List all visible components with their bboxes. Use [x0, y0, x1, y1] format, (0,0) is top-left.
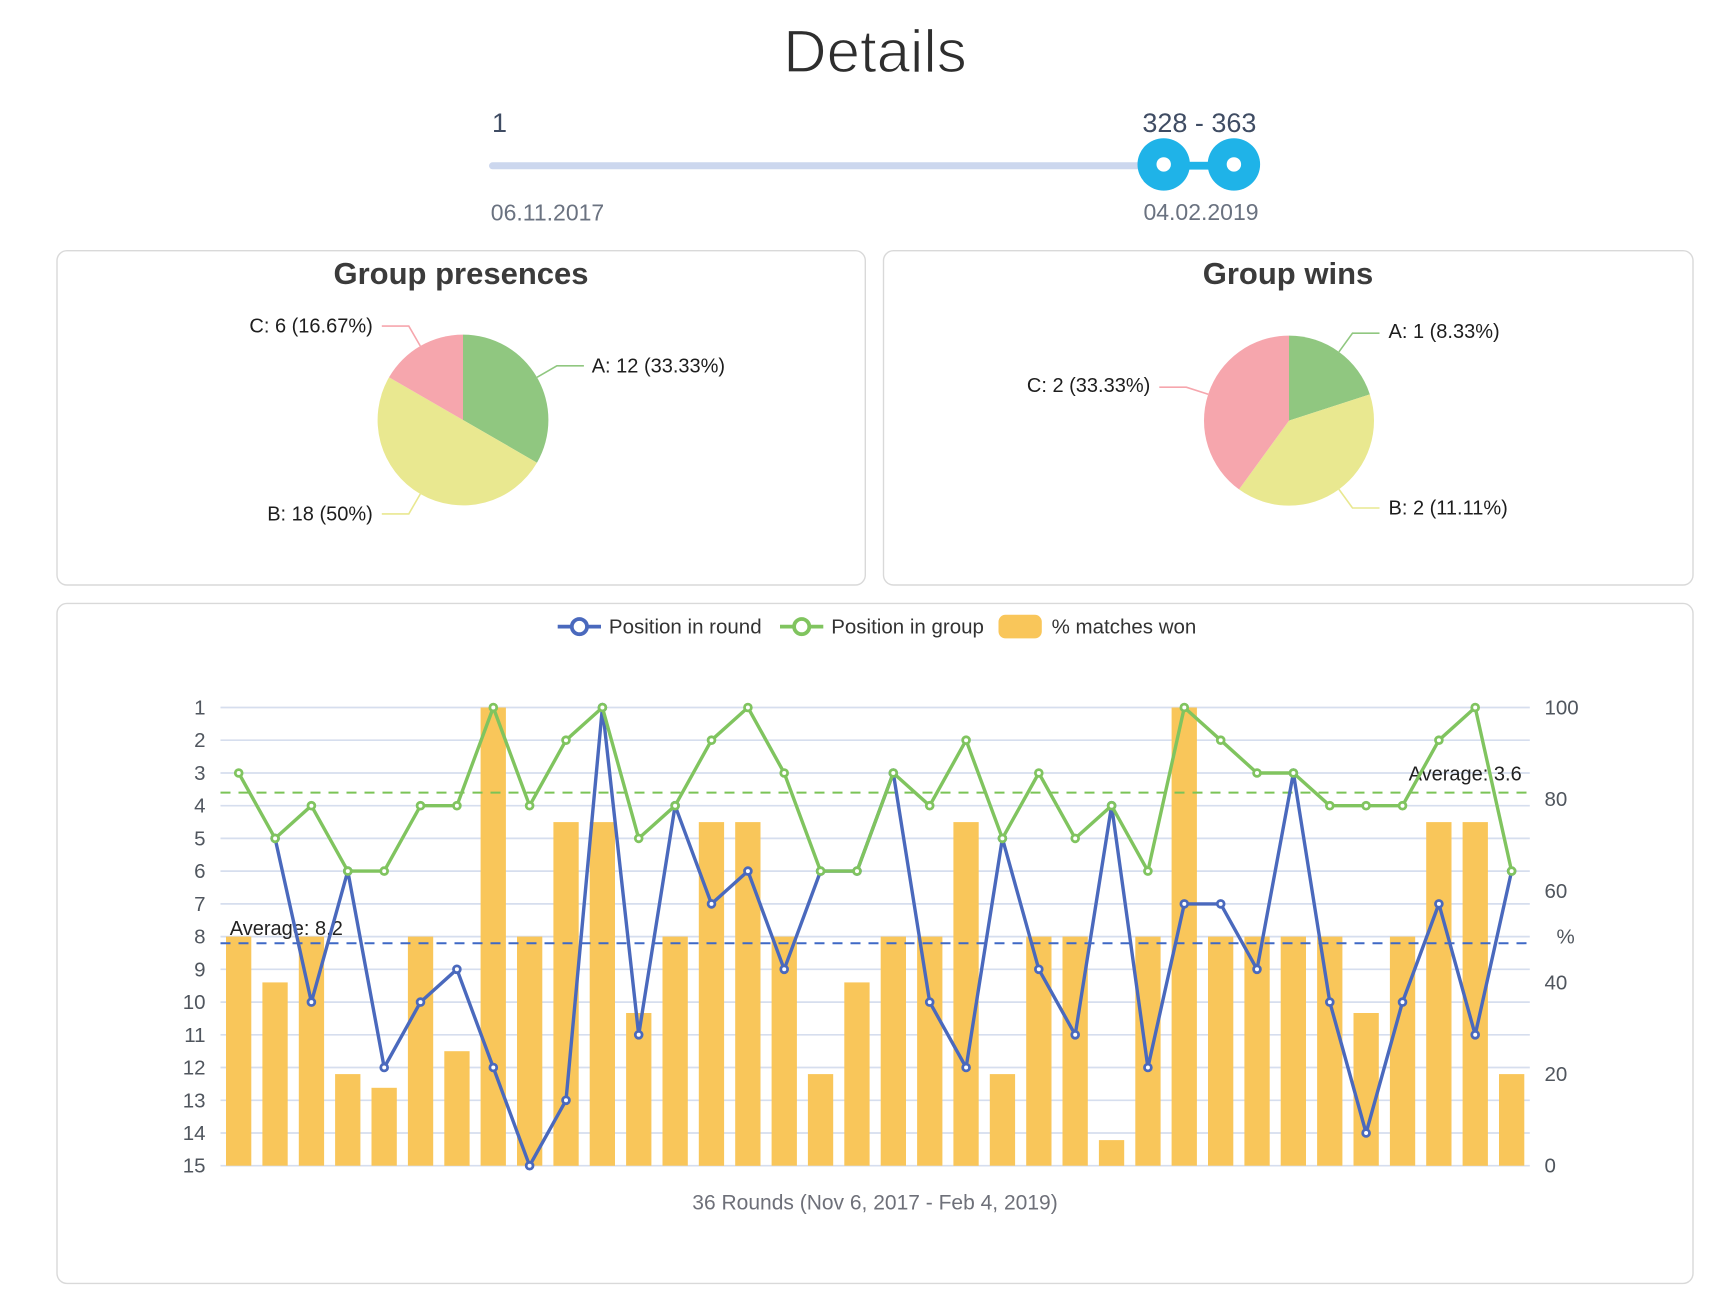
- svg-text:40: 40: [1545, 971, 1568, 994]
- svg-text:1: 1: [492, 108, 507, 138]
- svg-text:9: 9: [194, 958, 205, 981]
- svg-text:100: 100: [1545, 697, 1579, 720]
- svg-text:2: 2: [194, 729, 205, 752]
- svg-text:10: 10: [183, 991, 206, 1014]
- svg-text:A: 1 (8.33%): A: 1 (8.33%): [1389, 321, 1500, 343]
- svg-text:1: 1: [194, 697, 205, 720]
- svg-text:12: 12: [183, 1057, 206, 1080]
- svg-text:C: 6 (16.67%): C: 6 (16.67%): [249, 316, 372, 338]
- svg-text:80: 80: [1545, 788, 1568, 811]
- svg-text:Position in group: Position in group: [831, 616, 984, 639]
- svg-text:11: 11: [184, 1024, 205, 1047]
- svg-text:20: 20: [1545, 1063, 1568, 1086]
- svg-text:0: 0: [1545, 1155, 1556, 1178]
- svg-text:% matches won: % matches won: [1052, 616, 1197, 639]
- svg-text:Position in round: Position in round: [609, 616, 762, 639]
- svg-text:Average: 8.2: Average: 8.2: [230, 918, 343, 940]
- svg-text:A: 12 (33.33%): A: 12 (33.33%): [592, 355, 725, 377]
- svg-text:7: 7: [194, 893, 205, 916]
- svg-text:13: 13: [183, 1089, 206, 1112]
- svg-text:60: 60: [1545, 880, 1568, 903]
- svg-text:4: 4: [194, 795, 205, 818]
- svg-text:5: 5: [194, 827, 205, 850]
- svg-text:C: 2 (33.33%): C: 2 (33.33%): [1027, 375, 1150, 397]
- svg-text:B: 18 (50%): B: 18 (50%): [267, 504, 373, 526]
- svg-text:15: 15: [183, 1155, 206, 1178]
- svg-text:Average: 3.6: Average: 3.6: [1409, 763, 1522, 785]
- svg-text:328 - 363: 328 - 363: [1142, 108, 1256, 138]
- svg-text:36 Rounds (Nov 6, 2017 - Feb 4: 36 Rounds (Nov 6, 2017 - Feb 4, 2019): [692, 1192, 1057, 1215]
- svg-text:%: %: [1557, 926, 1575, 949]
- svg-text:04.02.2019: 04.02.2019: [1143, 199, 1258, 225]
- svg-text:06.11.2017: 06.11.2017: [491, 200, 604, 226]
- svg-text:6: 6: [194, 860, 205, 883]
- svg-text:B: 2 (11.11%): B: 2 (11.11%): [1389, 498, 1508, 520]
- svg-text:Details: Details: [783, 18, 966, 85]
- svg-text:14: 14: [183, 1122, 206, 1145]
- svg-text:8: 8: [194, 926, 205, 949]
- svg-text:Group wins: Group wins: [1203, 256, 1374, 291]
- svg-text:3: 3: [194, 762, 205, 785]
- svg-text:Group presences: Group presences: [334, 256, 589, 291]
